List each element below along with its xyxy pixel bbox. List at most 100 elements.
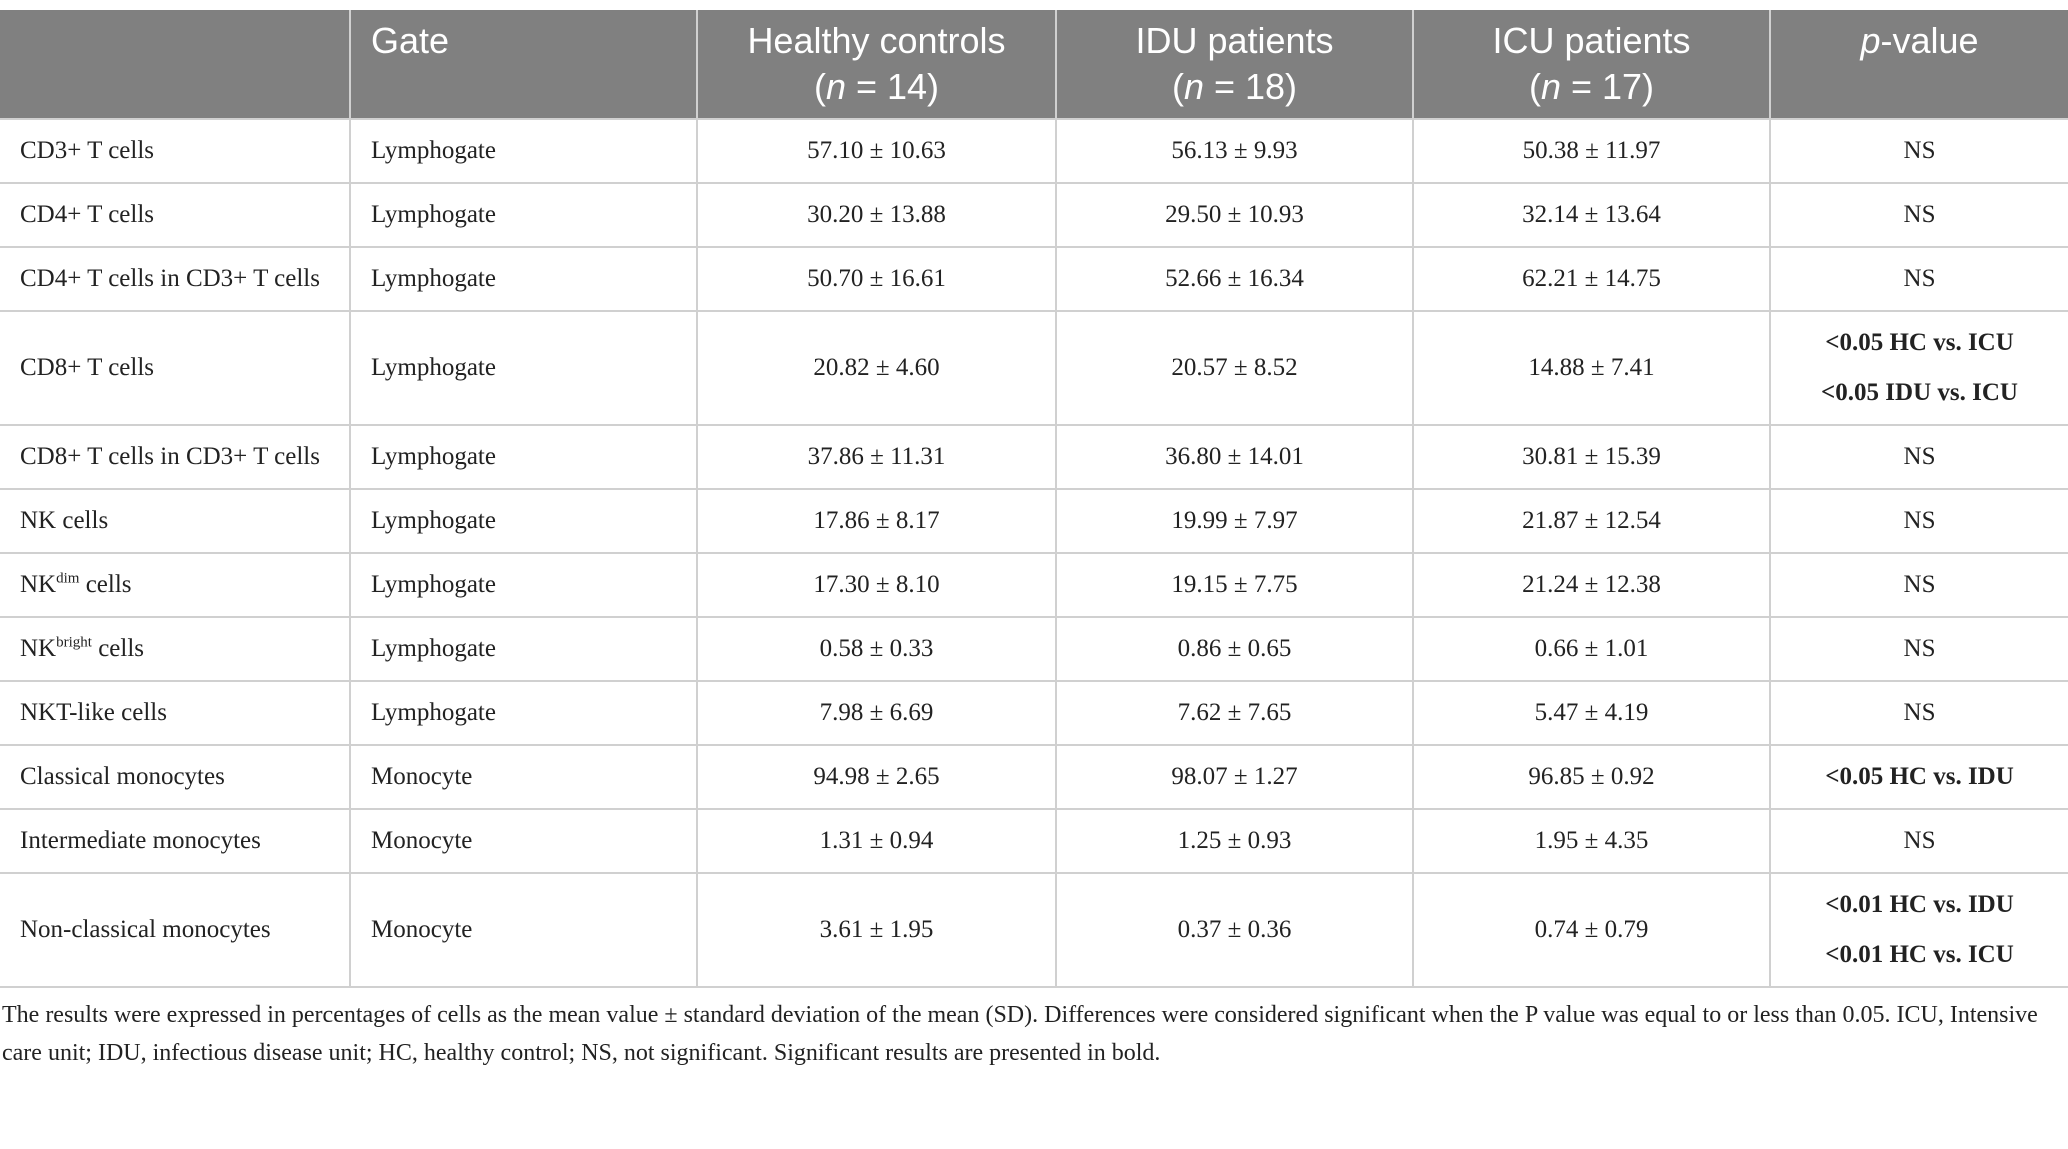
p-value-line: <0.05 IDU vs. ICU bbox=[1821, 379, 2018, 406]
header-cell: Healthy controls (n = 14) bbox=[696, 10, 1056, 119]
cell-p-value: NS bbox=[1769, 182, 2068, 248]
cell-gate: Monocyte bbox=[349, 744, 698, 810]
header-cell: p-value bbox=[1769, 10, 2068, 119]
cell-value: 0.66 ± 1.01 bbox=[1412, 616, 1771, 682]
cell-p-value: NS bbox=[1769, 680, 2068, 746]
table-row: Non-classical monocytes Monocyte 3.61 ± 1.… bbox=[0, 872, 2068, 988]
cell-gate: Lymphogate bbox=[349, 246, 698, 312]
cell-value: 0.37 ± 0.36 bbox=[1055, 872, 1414, 988]
header-cell: IDU patients (n = 18) bbox=[1055, 10, 1413, 119]
cell-p-value: <0.05 HC vs. ICU <0.05 IDU vs. ICU bbox=[1769, 310, 2068, 426]
cell-value: 1.25 ± 0.93 bbox=[1055, 808, 1414, 874]
cell-value: 57.10 ± 10.63 bbox=[696, 118, 1057, 184]
cell-population: CD4+ T cells bbox=[0, 182, 351, 248]
cell-value: 19.99 ± 7.97 bbox=[1055, 488, 1414, 554]
cell-p-value: NS bbox=[1769, 616, 2068, 682]
name-part: CD4+ T cells bbox=[20, 201, 155, 228]
name-part: cells bbox=[79, 571, 132, 598]
p-value-line: NS bbox=[1903, 507, 1936, 534]
p-value-line: NS bbox=[1903, 201, 1936, 228]
cell-gate: Lymphogate bbox=[349, 182, 698, 248]
cell-value: 96.85 ± 0.92 bbox=[1412, 744, 1771, 810]
table-row: CD8+ T cells in CD3+ T cells Lymphogate 37… bbox=[0, 424, 2068, 490]
p-value-line: <0.05 HC vs. ICU bbox=[1825, 329, 2014, 356]
table-body: CD3+ T cells Lymphogate 57.10 ± 10.63 56.13… bbox=[0, 118, 2068, 988]
p-value-line: NS bbox=[1903, 699, 1936, 726]
name-part: NK bbox=[20, 571, 57, 598]
cell-value: 17.30 ± 8.10 bbox=[696, 552, 1057, 618]
cell-value: 17.86 ± 8.17 bbox=[696, 488, 1057, 554]
cell-value: 21.87 ± 12.54 bbox=[1412, 488, 1771, 554]
cell-value: 52.66 ± 16.34 bbox=[1055, 246, 1414, 312]
cell-value: 30.20 ± 13.88 bbox=[696, 182, 1057, 248]
cell-value: 21.24 ± 12.38 bbox=[1412, 552, 1771, 618]
cell-population: CD3+ T cells bbox=[0, 118, 351, 184]
name-part: NK bbox=[20, 635, 57, 662]
header-cell bbox=[0, 10, 350, 119]
cell-value: 29.50 ± 10.93 bbox=[1055, 182, 1414, 248]
table-row: Intermediate monocytes Monocyte 1.31 ± 0.9… bbox=[0, 808, 2068, 874]
cell-gate: Monocyte bbox=[349, 872, 698, 988]
p-value-line: <0.01 HC vs. IDU bbox=[1825, 891, 2014, 918]
cell-population: NK cells bbox=[0, 488, 351, 554]
cell-value: 50.70 ± 16.61 bbox=[696, 246, 1057, 312]
cell-p-value: NS bbox=[1769, 552, 2068, 618]
cell-gate: Lymphogate bbox=[349, 424, 698, 490]
sample-size-part: ( bbox=[813, 66, 826, 107]
superscript: bright bbox=[56, 634, 92, 651]
cell-p-value: NS bbox=[1769, 808, 2068, 874]
name-part: cells bbox=[91, 635, 145, 662]
table-row: CD3+ T cells Lymphogate 57.10 ± 10.63 56.13… bbox=[0, 118, 2068, 184]
cell-population: NKbright cells bbox=[0, 616, 351, 682]
cell-value: 36.80 ± 14.01 bbox=[1055, 424, 1414, 490]
name-part: CD8+ T cells in CD3+ T cells bbox=[20, 443, 320, 470]
cell-gate: Monocyte bbox=[349, 808, 698, 874]
cell-value: 7.62 ± 7.65 bbox=[1055, 680, 1414, 746]
p-value-line: NS bbox=[1903, 635, 1936, 662]
cell-gate: Lymphogate bbox=[349, 488, 698, 554]
cell-population: NKT-like cells bbox=[0, 680, 351, 746]
cell-population: Intermediate monocytes bbox=[0, 808, 351, 874]
cell-value: 56.13 ± 9.93 bbox=[1055, 118, 1414, 184]
superscript: dim bbox=[56, 570, 80, 587]
name-part: CD8+ T cells bbox=[20, 354, 155, 381]
cell-p-value: <0.05 HC vs. IDU bbox=[1769, 744, 2068, 810]
name-part: CD3+ T cells bbox=[20, 137, 155, 164]
cell-value: 20.82 ± 4.60 bbox=[696, 310, 1057, 426]
cell-population: CD4+ T cells in CD3+ T cells bbox=[0, 246, 351, 312]
name-part: Classical monocytes bbox=[20, 763, 225, 790]
sample-size-part: n bbox=[1540, 66, 1561, 107]
cell-p-value: NS bbox=[1769, 488, 2068, 554]
cell-value: 62.21 ± 14.75 bbox=[1412, 246, 1771, 312]
header-label-part: p bbox=[1860, 20, 1881, 61]
cell-value: 5.47 ± 4.19 bbox=[1412, 680, 1771, 746]
table-row: NKT-like cells Lymphogate 7.98 ± 6.69 7.62 … bbox=[0, 680, 2068, 746]
table-row: CD4+ T cells in CD3+ T cells Lymphogate 50… bbox=[0, 246, 2068, 312]
p-value-line: NS bbox=[1903, 265, 1936, 292]
cell-population: NKdim cells bbox=[0, 552, 351, 618]
cell-value: 19.15 ± 7.75 bbox=[1055, 552, 1414, 618]
cell-gate: Lymphogate bbox=[349, 310, 698, 426]
name-part: Non-classical monocytes bbox=[20, 916, 271, 943]
header-row: Gate Healthy controls (n = 14) IDU patients… bbox=[0, 10, 2068, 119]
sample-size-part: ( bbox=[1171, 66, 1184, 107]
cell-p-value: NS bbox=[1769, 246, 2068, 312]
table-container: Gate Healthy controls (n = 14) IDU patients… bbox=[0, 10, 2068, 1066]
header-label: IDU patients bbox=[1135, 20, 1334, 61]
sample-size-part: = 17) bbox=[1560, 66, 1655, 107]
table-row: NK cells Lymphogate 17.86 ± 8.17 19.99 ± 7.… bbox=[0, 488, 2068, 554]
p-value-line: NS bbox=[1903, 443, 1936, 470]
name-part: NKT-like cells bbox=[20, 699, 167, 726]
cell-gate: Lymphogate bbox=[349, 616, 698, 682]
sample-size-part: = 14) bbox=[845, 66, 940, 107]
name-part: CD4+ T cells in CD3+ T cells bbox=[20, 265, 320, 292]
sample-size-part: n bbox=[1183, 66, 1204, 107]
header-label: Gate bbox=[371, 20, 450, 61]
footnote: The results were expressed in percentage… bbox=[2, 1002, 2038, 1066]
cell-value: 20.57 ± 8.52 bbox=[1055, 310, 1414, 426]
table-row: CD4+ T cells Lymphogate 30.20 ± 13.88 29.50… bbox=[0, 182, 2068, 248]
table-row: CD8+ T cells Lymphogate 20.82 ± 4.60 20.57 … bbox=[0, 310, 2068, 426]
table-row: NKbright cells Lymphogate 0.58 ± 0.33 0.86 … bbox=[0, 616, 2068, 682]
cell-value: 1.31 ± 0.94 bbox=[696, 808, 1057, 874]
